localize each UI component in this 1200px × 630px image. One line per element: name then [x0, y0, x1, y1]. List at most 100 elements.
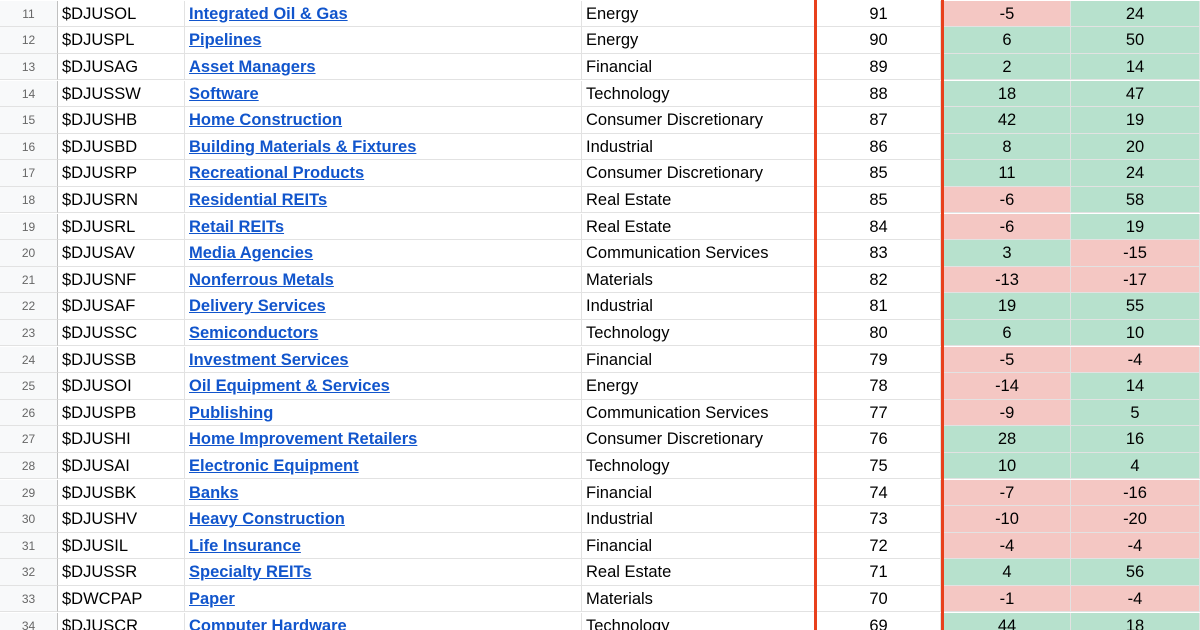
industry-link[interactable]: Oil Equipment & Services — [189, 377, 390, 396]
ticker-cell: $DJUSOI — [58, 373, 185, 400]
industry-link[interactable]: Pipelines — [189, 31, 262, 50]
sector-cell: Communication Services — [582, 240, 815, 267]
sector-cell: Industrial — [582, 506, 815, 533]
industry-link-cell: Oil Equipment & Services — [185, 373, 582, 400]
change-short-cell: 28 — [944, 426, 1071, 453]
industry-link[interactable]: Investment Services — [189, 350, 349, 369]
ticker-cell: $DJUSRN — [58, 186, 185, 214]
industry-link[interactable]: Nonferrous Metals — [189, 270, 334, 289]
industry-link[interactable]: Media Agencies — [189, 244, 314, 263]
row-number-cell: 15 — [0, 107, 58, 134]
change-short-cell: 8 — [944, 133, 1071, 161]
row-number-cell: 32 — [0, 559, 58, 586]
industry-link-cell: Retail REITs — [185, 213, 582, 241]
change-short-cell: -5 — [944, 346, 1071, 374]
ticker-cell: $DJUSIL — [58, 532, 185, 560]
change-long-cell: -4 — [1071, 532, 1200, 560]
change-short-cell: 44 — [944, 612, 1071, 630]
sector-cell: Energy — [582, 373, 815, 400]
ticker-cell: $DJUSOL — [58, 0, 185, 28]
industry-link[interactable]: Banks — [189, 483, 239, 502]
row-number-cell: 18 — [0, 186, 58, 214]
ticker-cell: $DJUSRP — [58, 160, 185, 187]
industry-link[interactable]: Residential REITs — [189, 190, 328, 209]
score-cell: 82 — [817, 266, 941, 294]
row-number-cell: 24 — [0, 346, 58, 374]
change-long-cell: 50 — [1071, 27, 1200, 54]
ticker-cell: $DJUSSR — [58, 559, 185, 586]
change-short-cell: 3 — [944, 240, 1071, 267]
score-cell: 73 — [817, 506, 941, 533]
industry-link[interactable]: Recreational Products — [189, 164, 365, 183]
industry-link-cell: Specialty REITs — [185, 559, 582, 586]
industry-link-cell: Electronic Equipment — [185, 452, 582, 480]
ticker-cell: $DJUSAG — [58, 53, 185, 81]
score-cell: 84 — [817, 213, 941, 241]
change-long-cell: -15 — [1071, 240, 1200, 267]
column-border — [941, 0, 944, 630]
score-cell: 83 — [817, 240, 941, 267]
ticker-cell: $DJUSSW — [58, 80, 185, 108]
ticker-cell: $DJUSPL — [58, 27, 185, 54]
industry-link[interactable]: Software — [189, 84, 259, 103]
change-short-cell: 6 — [944, 319, 1071, 347]
score-cell: 85 — [817, 186, 941, 214]
industry-link[interactable]: Home Improvement Retailers — [189, 430, 418, 449]
row-number-cell: 17 — [0, 160, 58, 187]
industry-link[interactable]: Life Insurance — [189, 536, 301, 555]
sector-cell: Real Estate — [582, 186, 815, 214]
industry-link[interactable]: Home Construction — [189, 111, 343, 130]
industry-link[interactable]: Publishing — [189, 403, 274, 422]
ticker-cell: $DJUSAF — [58, 293, 185, 320]
change-short-cell: -5 — [944, 0, 1071, 28]
change-short-cell: 6 — [944, 27, 1071, 54]
industry-link[interactable]: Semiconductors — [189, 323, 319, 342]
change-short-cell: 10 — [944, 452, 1071, 480]
sector-cell: Consumer Discretionary — [582, 160, 815, 187]
score-cell: 77 — [817, 399, 941, 427]
row-number-cell: 34 — [0, 612, 58, 630]
row-number-cell: 33 — [0, 585, 58, 613]
industry-link[interactable]: Heavy Construction — [189, 510, 345, 529]
change-short-cell: -6 — [944, 213, 1071, 241]
industry-link[interactable]: Asset Managers — [189, 57, 316, 76]
sector-cell: Energy — [582, 0, 815, 28]
industry-link[interactable]: Retail REITs — [189, 217, 285, 236]
industry-link-cell: Residential REITs — [185, 186, 582, 214]
sector-cell: Consumer Discretionary — [582, 426, 815, 453]
change-long-cell: 14 — [1071, 53, 1200, 81]
industry-link[interactable]: Paper — [189, 589, 235, 608]
change-short-cell: 18 — [944, 80, 1071, 108]
sector-cell: Financial — [582, 53, 815, 81]
change-long-cell: 4 — [1071, 452, 1200, 480]
score-cell: 85 — [817, 160, 941, 187]
row-number-cell: 28 — [0, 452, 58, 480]
change-short-cell: 2 — [944, 53, 1071, 81]
score-cell: 76 — [817, 426, 941, 453]
industry-link[interactable]: Computer Hardware — [189, 616, 347, 630]
ticker-cell: $DJUSPB — [58, 399, 185, 427]
row-number-cell: 21 — [0, 266, 58, 294]
change-long-cell: -4 — [1071, 585, 1200, 613]
change-long-cell: 24 — [1071, 160, 1200, 187]
row-number-cell: 30 — [0, 506, 58, 533]
industry-link[interactable]: Electronic Equipment — [189, 456, 359, 475]
row-number-cell: 27 — [0, 426, 58, 453]
industry-link[interactable]: Building Materials & Fixtures — [189, 137, 417, 156]
change-long-cell: 19 — [1071, 213, 1200, 241]
ticker-cell: $DJUSHB — [58, 107, 185, 134]
change-long-cell: -16 — [1071, 479, 1200, 507]
change-short-cell: -14 — [944, 373, 1071, 400]
industry-link-cell: Building Materials & Fixtures — [185, 133, 582, 161]
industry-link-cell: Life Insurance — [185, 532, 582, 560]
industry-link-cell: Investment Services — [185, 346, 582, 374]
score-cell: 78 — [817, 373, 941, 400]
industry-link[interactable]: Delivery Services — [189, 297, 326, 316]
industry-link[interactable]: Specialty REITs — [189, 563, 312, 582]
row-number-cell: 25 — [0, 373, 58, 400]
row-number-cell: 14 — [0, 80, 58, 108]
industry-link[interactable]: Integrated Oil & Gas — [189, 4, 348, 23]
industry-link-cell: Pipelines — [185, 27, 582, 54]
change-short-cell: -4 — [944, 532, 1071, 560]
